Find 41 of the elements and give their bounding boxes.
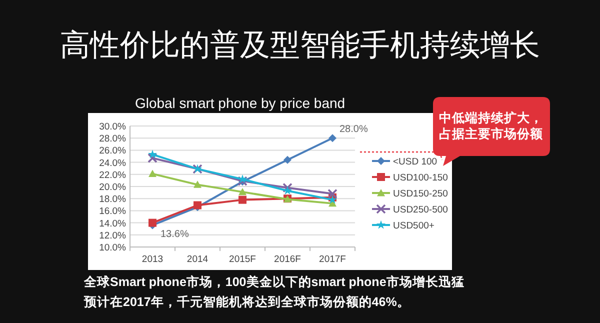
y-tick-label: 14.0% <box>99 218 127 230</box>
point <box>238 196 246 204</box>
text: 全球Smart phone市场，100美金以下的smart phone市场增长迅猛 <box>83 274 464 289</box>
legend-label: USD500+ <box>393 220 435 232</box>
y-tick-label: 28.0% <box>99 134 127 145</box>
x-tick-label: 2015F <box>229 254 256 265</box>
x-tick-label: 2017F <box>319 254 346 265</box>
y-tick-label: 18.0% <box>99 194 127 206</box>
point <box>148 153 158 163</box>
point <box>148 218 156 227</box>
y-tick-label: 10.0% <box>99 242 127 254</box>
y-tick-label: 16.0% <box>99 206 127 218</box>
point <box>148 150 158 158</box>
point <box>194 180 202 188</box>
y-tick-label: 22.0% <box>99 170 127 181</box>
chart-subtitle: Global smart phone by price band <box>134 95 346 111</box>
text: 中低端持续扩大， <box>439 110 543 125</box>
text: 预计在2017年，千元智能机将达到全球市场份额的46%。 <box>83 294 410 309</box>
point <box>328 188 338 199</box>
legend-label: USD150-250 <box>393 188 448 200</box>
chart-title: 高性价比的普及型智能手机持续增长 <box>60 29 540 62</box>
legend-label: <USD 100 <box>393 156 438 168</box>
x-tick-label: 2016F <box>274 254 302 265</box>
x-tick-label: 2013 <box>142 254 164 265</box>
y-tick-label: 26.0% <box>99 146 127 157</box>
x-tick-label: 2014 <box>186 254 208 265</box>
y-tick-label: 24.0% <box>99 158 127 169</box>
point <box>282 182 292 193</box>
data-label: 13.6% <box>160 229 189 240</box>
point <box>238 188 246 196</box>
point <box>148 170 156 177</box>
y-tick-label: 20.0% <box>99 182 127 193</box>
legend-label: USD100-150 <box>393 172 448 184</box>
text: 占据主要市场份额 <box>439 126 544 141</box>
y-tick-label: 12.0% <box>99 230 127 242</box>
y-tick-label: 30.0% <box>99 122 127 132</box>
point <box>328 195 338 204</box>
legend-label: USD250-500 <box>393 204 448 216</box>
point <box>284 156 292 164</box>
data-label: 28.0% <box>340 124 368 136</box>
point <box>328 134 336 142</box>
